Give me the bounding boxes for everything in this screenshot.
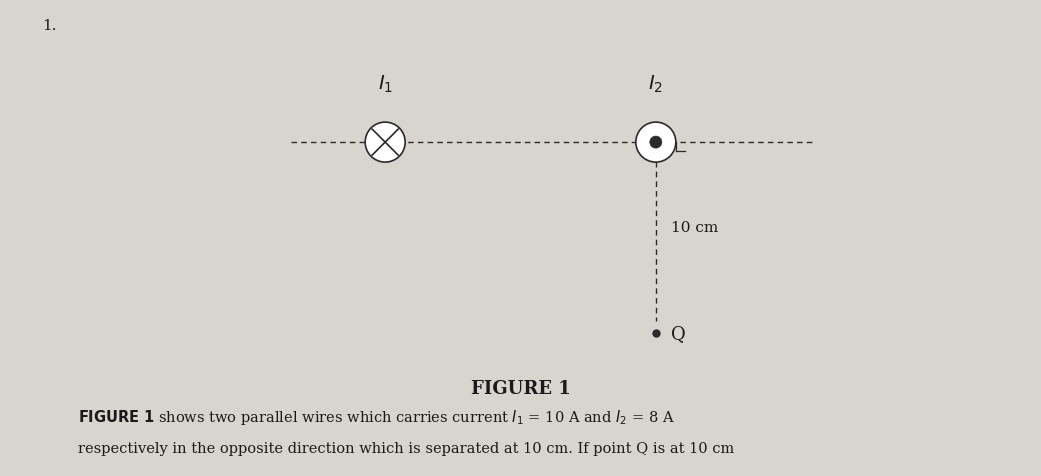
Circle shape: [650, 137, 662, 149]
Text: Q: Q: [670, 324, 686, 342]
Text: $I_1$: $I_1$: [378, 74, 392, 95]
Text: $\mathbf{FIGURE\ 1}$ shows two parallel wires which carries current $I_1$ = 10 A: $\mathbf{FIGURE\ 1}$ shows two parallel …: [78, 407, 675, 426]
Text: $I_2$: $I_2$: [649, 74, 663, 95]
Circle shape: [636, 123, 676, 163]
Text: respectively in the opposite direction which is separated at 10 cm. If point Q i: respectively in the opposite direction w…: [78, 441, 734, 455]
Circle shape: [365, 123, 405, 163]
Text: 10 cm: 10 cm: [670, 221, 718, 235]
Text: 1.: 1.: [42, 19, 56, 33]
Text: FIGURE 1: FIGURE 1: [471, 379, 570, 397]
